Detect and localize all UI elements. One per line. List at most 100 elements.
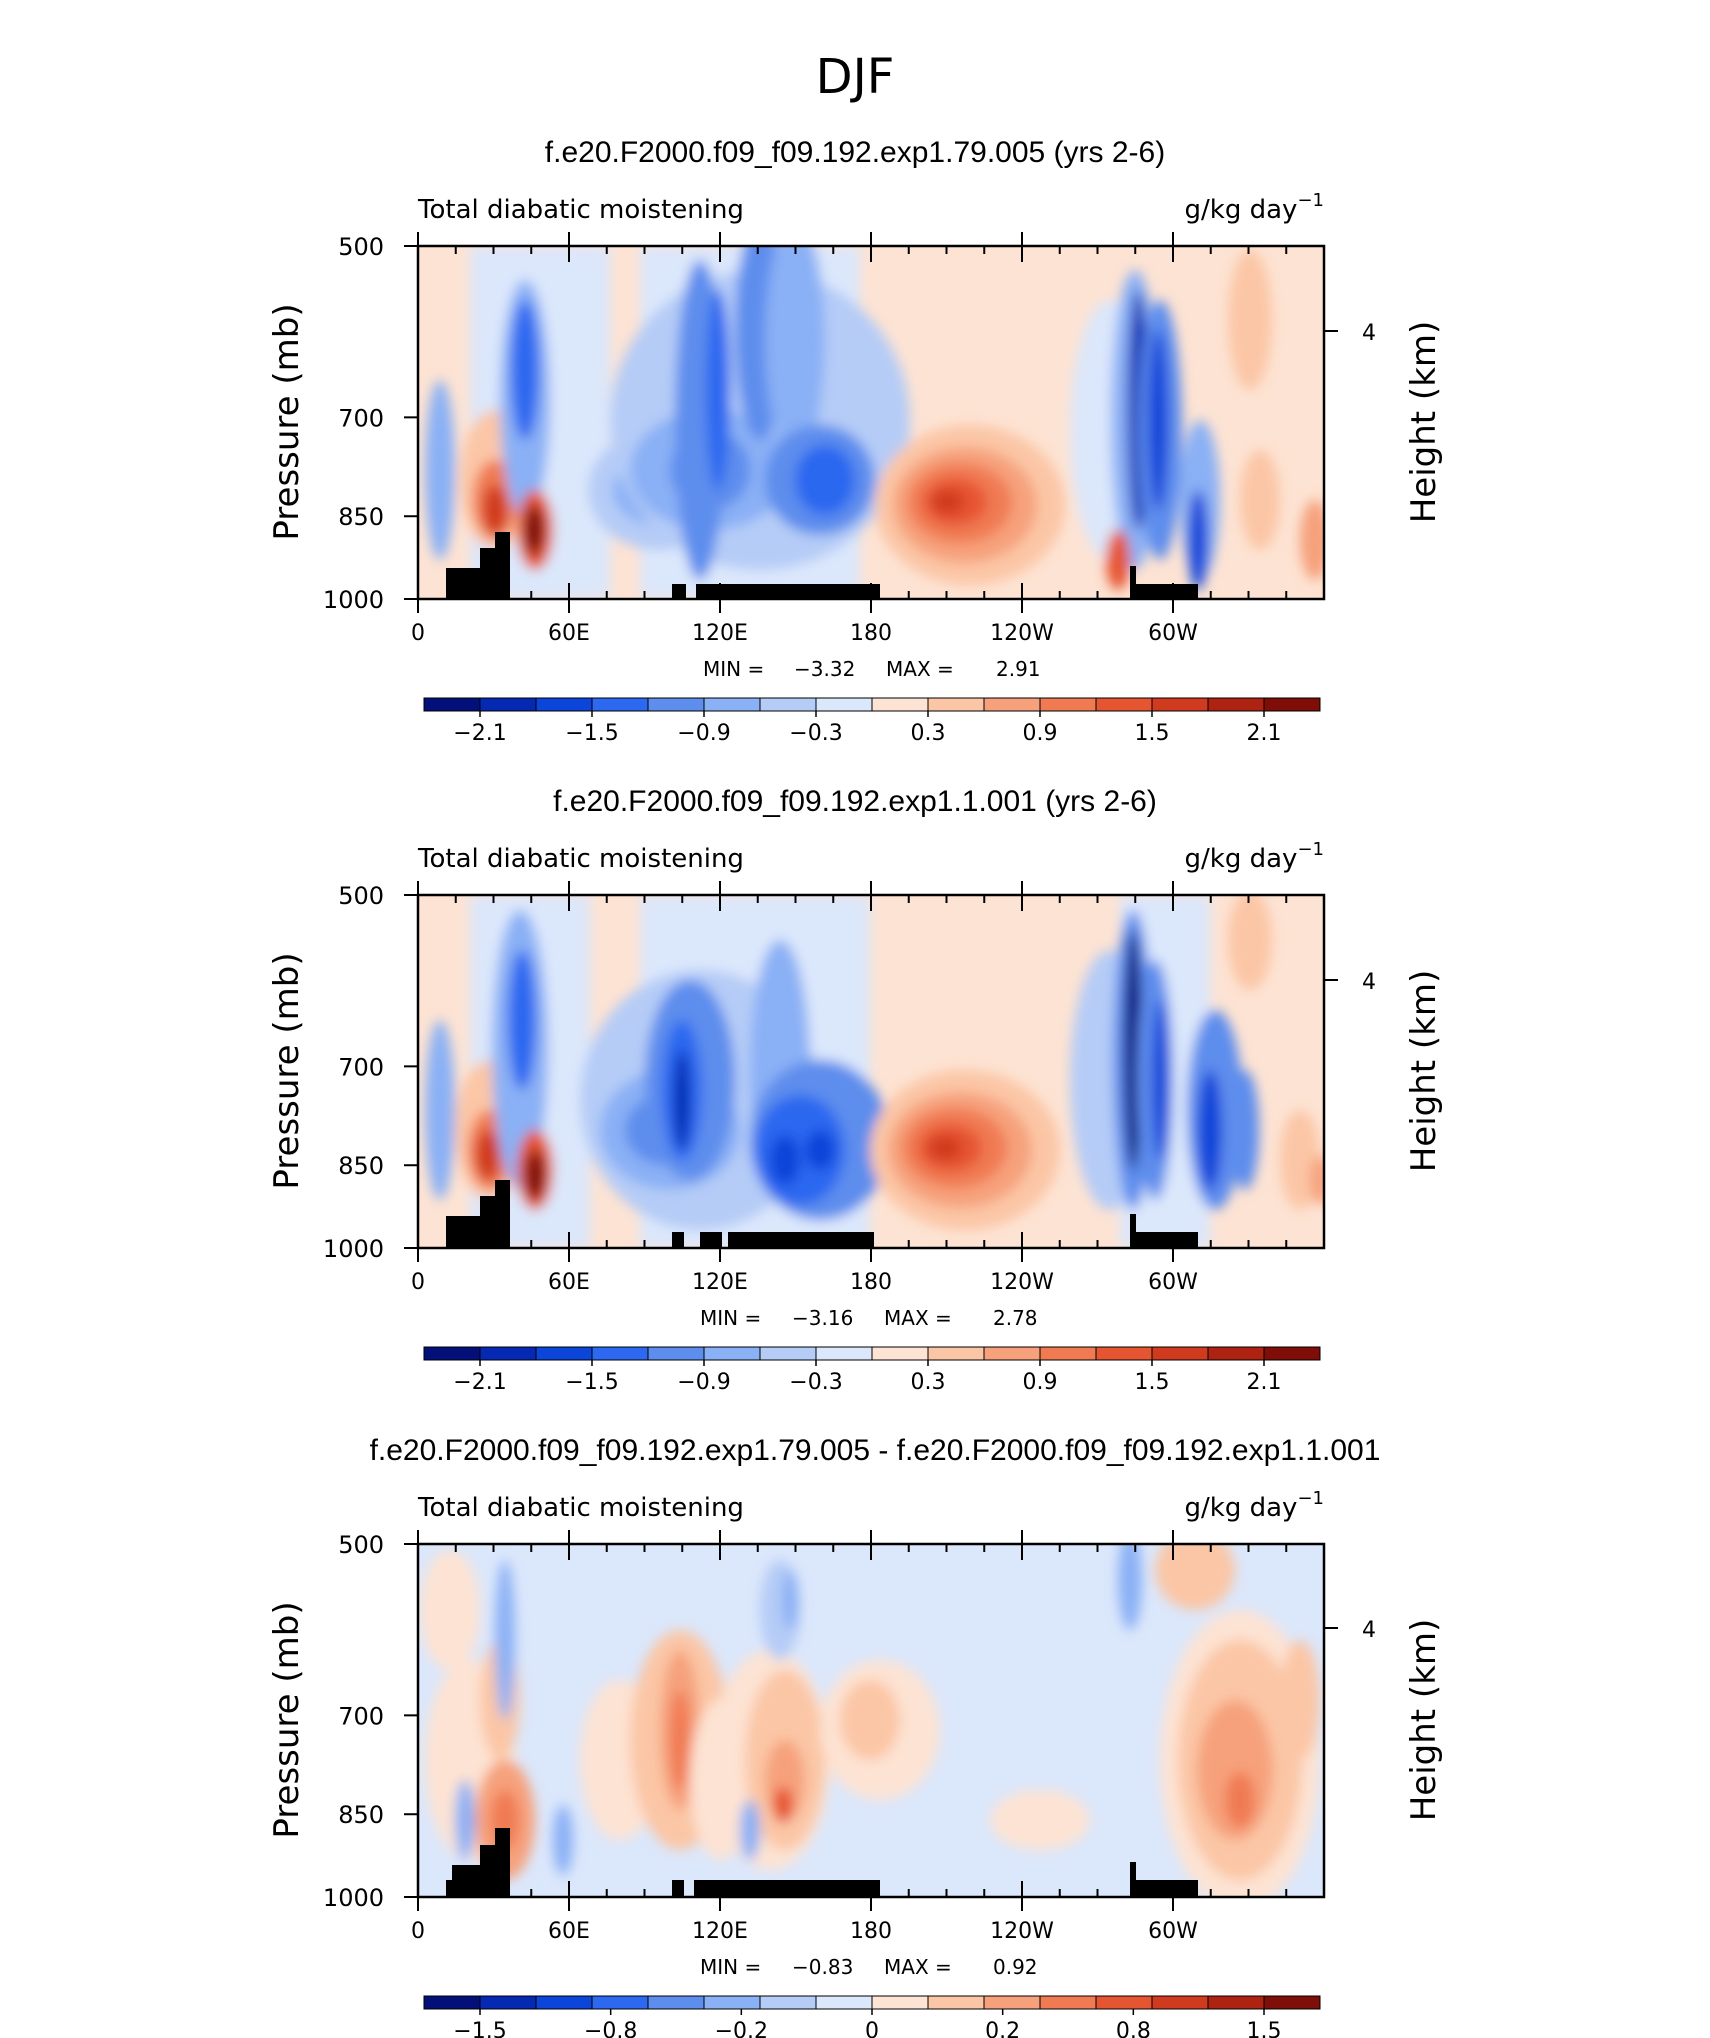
colorbar-tick-label: 1.5 [1135, 1370, 1170, 1395]
max-label: MAX = [886, 657, 954, 681]
right-ytick-label: 4 [1362, 321, 1376, 346]
y-tick-label: 1000 [323, 1884, 384, 1912]
colorbar-swatch [1151, 1995, 1209, 2010]
colorbar-tick-label: 1.5 [1247, 2019, 1282, 2038]
colorbar-swatch [815, 1346, 873, 1361]
x-tick-label: 120E [692, 621, 748, 646]
min-value: −3.16 [792, 1306, 853, 1330]
y-axis-label: Pressure (mb) [267, 1601, 307, 1838]
colorbar-tick-label: 0 [865, 2019, 879, 2038]
x-tick-label: 0 [411, 1270, 425, 1295]
variable-label: Total diabatic moistening [417, 1493, 744, 1523]
colorbar-swatch [1207, 697, 1265, 712]
x-tick-label: 60E [548, 1919, 590, 1944]
variable-label: Total diabatic moistening [417, 844, 744, 874]
x-tick-label: 120W [990, 621, 1054, 646]
y-tick-label: 1000 [323, 1235, 384, 1263]
colorbar-swatch [1207, 1346, 1265, 1361]
colorbar-tick-label: −1.5 [453, 2019, 506, 2038]
colorbar-swatch [1095, 1346, 1153, 1361]
x-tick-label: 60W [1148, 1919, 1198, 1944]
x-tick-label: 120W [990, 1919, 1054, 1944]
panel-title: f.e20.F2000.f09_f09.192.exp1.79.005 (yrs… [545, 136, 1165, 169]
right-ytick-label: 4 [1362, 970, 1376, 995]
y-axis-label: Pressure (mb) [267, 952, 307, 1189]
colorbar-swatch [1039, 1995, 1097, 2010]
colorbar-swatch [983, 697, 1041, 712]
colorbar-tick-label: −0.9 [677, 721, 730, 746]
max-value: 2.78 [993, 1306, 1038, 1330]
colorbar-swatch [703, 1995, 761, 2010]
max-label: MAX = [884, 1306, 952, 1330]
colorbar-tick-label: 0.8 [1116, 2019, 1151, 2038]
colorbar-swatch [1263, 1995, 1321, 2010]
y-tick-label: 850 [338, 1801, 384, 1829]
colorbar-tick-label: 0.9 [1023, 1370, 1058, 1395]
y-tick-label: 1000 [323, 586, 384, 614]
contour-field [418, 895, 1324, 1248]
panel-title: f.e20.F2000.f09_f09.192.exp1.1.001 (yrs … [553, 785, 1157, 818]
y-tick-label: 700 [338, 1053, 384, 1081]
colorbar-swatch [591, 1995, 649, 2010]
contour-field [418, 246, 1324, 599]
colorbar-swatch [591, 697, 649, 712]
colorbar-tick-label: −0.8 [584, 2019, 637, 2038]
colorbar-swatch [759, 697, 817, 712]
right-axis-label: Height (km) [1404, 1619, 1444, 1822]
x-tick-label: 180 [850, 1919, 892, 1944]
colorbar-swatch [983, 1346, 1041, 1361]
colorbar-swatch [759, 1995, 817, 2010]
colorbar-swatch [1095, 1995, 1153, 2010]
colorbar-swatch [1039, 1346, 1097, 1361]
colorbar-tick-label: −0.9 [677, 1370, 730, 1395]
min-value: −0.83 [792, 1955, 853, 1979]
colorbar-swatch [423, 697, 481, 712]
variable-label: Total diabatic moistening [417, 195, 744, 225]
x-tick-label: 120W [990, 1270, 1054, 1295]
colorbar-tick-label: 0.9 [1023, 721, 1058, 746]
x-tick-label: 0 [411, 621, 425, 646]
colorbar-swatch [647, 1346, 705, 1361]
colorbar-tick-label: −0.3 [789, 1370, 842, 1395]
colorbar-tick-label: −2.1 [453, 1370, 506, 1395]
y-tick-label: 700 [338, 1702, 384, 1730]
colorbar-tick-label: 0.2 [985, 2019, 1020, 2038]
colorbar-swatch [1039, 697, 1097, 712]
page-title: DJF [816, 49, 895, 105]
colorbar-swatch [647, 697, 705, 712]
max-value: 0.92 [993, 1955, 1038, 1979]
colorbar-swatch [1207, 1995, 1265, 2010]
colorbar-swatch [815, 1995, 873, 2010]
colorbar-swatch [1151, 1346, 1209, 1361]
colorbar-swatch [1263, 1346, 1321, 1361]
colorbar-tick-label: 2.1 [1247, 721, 1282, 746]
colorbar-swatch [927, 1346, 985, 1361]
right-axis-label: Height (km) [1404, 970, 1444, 1173]
colorbar-tick-label: −0.3 [789, 721, 842, 746]
colorbar-swatch [927, 1995, 985, 2010]
colorbar-tick-label: 1.5 [1135, 721, 1170, 746]
colorbar-swatch [759, 1346, 817, 1361]
max-value: 2.91 [996, 657, 1041, 681]
colorbar-swatch [871, 1995, 929, 2010]
x-tick-label: 0 [411, 1919, 425, 1944]
panel-2: f.e20.F2000.f09_f09.192.exp1.1.001 (yrs … [267, 785, 1444, 1395]
units-label: g/kg day−1 [1185, 1488, 1324, 1523]
min-label: MIN = [700, 1306, 761, 1330]
x-tick-label: 60W [1148, 1270, 1198, 1295]
right-ytick-label: 4 [1362, 1618, 1376, 1643]
colorbar-swatch [479, 697, 537, 712]
colorbar-swatch [815, 697, 873, 712]
units-label: g/kg day−1 [1185, 190, 1324, 225]
colorbar-swatch [1151, 697, 1209, 712]
x-tick-label: 180 [850, 1270, 892, 1295]
x-tick-label: 180 [850, 621, 892, 646]
colorbar-swatch [871, 1346, 929, 1361]
colorbar-tick-label: −1.5 [565, 721, 618, 746]
panel-1: f.e20.F2000.f09_f09.192.exp1.79.005 (yrs… [267, 136, 1444, 746]
min-value: −3.32 [794, 657, 855, 681]
colorbar-tick-label: −1.5 [565, 1370, 618, 1395]
min-label: MIN = [703, 657, 764, 681]
y-tick-label: 500 [338, 882, 384, 910]
